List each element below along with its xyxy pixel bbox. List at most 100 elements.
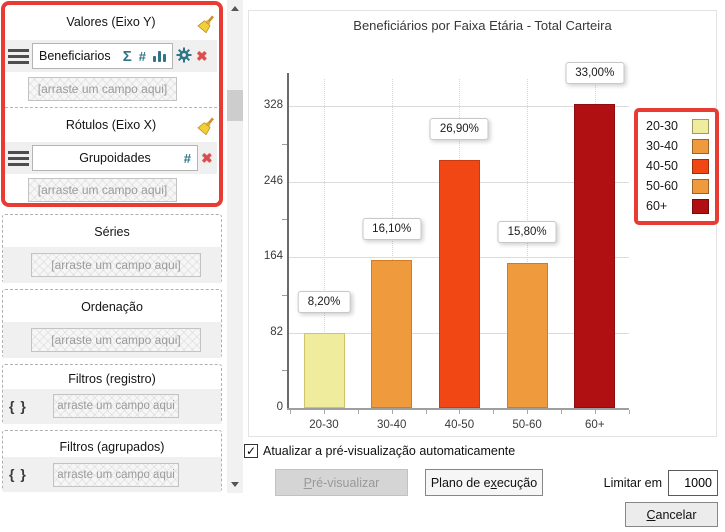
y-minor-tick: [282, 294, 287, 296]
filtros-registro-row: { } arraste um campo aqui: [3, 389, 221, 424]
annotation-highlight-box: Valores (Eixo Y) Beneficiarios Σ #: [1, 1, 223, 207]
clear-broom-icon[interactable]: [197, 13, 217, 33]
cancel-button[interactable]: Cancelar: [625, 502, 718, 527]
y-tick-label: 164: [263, 250, 283, 262]
auto-update-checkbox[interactable]: ✓: [244, 444, 258, 458]
chart-legend: 20-30 30-40 40-50 50-60 60+: [634, 108, 719, 225]
sidebar-scrollbar[interactable]: [227, 0, 243, 493]
legend-label: 40-50: [646, 159, 678, 173]
data-label: 16,10%: [362, 217, 422, 240]
auto-update-label: Atualizar a pré-visualização automaticam…: [263, 444, 516, 458]
preview-button[interactable]: Pré-visualizar: [275, 469, 408, 496]
section-filtros-registro: Filtros (registro) { } arraste um campo …: [2, 364, 222, 424]
section-title-ordenacao: Ordenação: [81, 300, 143, 314]
bar-chart-icon[interactable]: [153, 50, 166, 62]
value-field-label: Beneficiarios: [39, 49, 111, 63]
section-filtros-agrupados: Filtros (agrupados) { } arraste um campo…: [2, 430, 222, 492]
x-tick: [324, 410, 325, 414]
y-minor-tick: [282, 370, 287, 372]
x-tick: [459, 410, 461, 414]
numeric-hash-icon[interactable]: #: [138, 48, 146, 64]
bar: [303, 332, 345, 408]
section-title-rotulos: Rótulos (Eixo X): [65, 118, 157, 132]
y-minor-tick: [282, 219, 287, 221]
section-separator: [5, 107, 217, 108]
label-drop-zone[interactable]: [arraste um campo aqui]: [28, 178, 177, 202]
value-field-chip[interactable]: Beneficiarios Σ #: [32, 43, 173, 69]
braces-icon: { }: [9, 466, 27, 482]
vertical-guide: [527, 79, 529, 408]
clear-broom-icon[interactable]: [197, 115, 217, 135]
braces-icon: { }: [9, 398, 27, 414]
legend-swatch: [692, 178, 709, 194]
chart-preview-panel: Beneficiários por Faixa Etária - Total C…: [248, 10, 719, 437]
scroll-up-button[interactable]: [227, 0, 243, 17]
section-series: Séries [arraste um campo aqui]: [2, 214, 222, 283]
legend-swatch: [692, 198, 709, 214]
section-title-series: Séries: [94, 225, 130, 239]
scrollbar-thumb[interactable]: [227, 90, 243, 121]
label-field-label: Grupoidades: [79, 151, 151, 165]
data-label: 33,00%: [565, 62, 625, 85]
legend-label: 20-30: [646, 119, 678, 133]
drag-handle-icon[interactable]: [8, 151, 29, 166]
x-tick: [527, 410, 529, 414]
y-tick-label: 328: [263, 99, 283, 111]
x-tick: [628, 410, 630, 414]
filtros-agrupados-row: { } arraste um campo aqui: [3, 457, 221, 492]
value-drop-zone[interactable]: [arraste um campo aqui]: [28, 77, 177, 101]
settings-gear-icon[interactable]: [176, 47, 192, 63]
legend-label: 50-60: [646, 179, 678, 193]
series-drop-zone[interactable]: [arraste um campo aqui]: [31, 253, 201, 277]
field-sidebar: Valores (Eixo Y) Beneficiarios Σ #: [0, 0, 246, 532]
legend-swatch: [692, 138, 709, 154]
remove-field-icon[interactable]: ✖: [196, 48, 208, 64]
legend-item: 40-50: [646, 156, 709, 176]
bar: [506, 262, 548, 408]
scroll-down-button[interactable]: [227, 476, 243, 493]
arrow-down-icon: [231, 482, 239, 487]
legend-item: 50-60: [646, 176, 709, 196]
vertical-guide: [324, 79, 325, 408]
ordenacao-drop-zone[interactable]: [arraste um campo aqui]: [31, 328, 201, 352]
x-tick: [290, 410, 292, 414]
limit-label: Limitar em: [603, 476, 662, 490]
x-category-label: 40-50: [444, 419, 475, 431]
section-ordenacao: Ordenação [arraste um campo aqui]: [2, 289, 222, 358]
y-minor-tick: [282, 143, 287, 145]
data-label: 26,90%: [429, 118, 489, 141]
filtros-registro-drop-zone[interactable]: arraste um campo aqui: [53, 394, 179, 418]
y-gridline: [289, 106, 629, 107]
x-tick: [594, 410, 596, 414]
x-category-label: 20-30: [309, 419, 339, 431]
x-axis-line: [287, 408, 629, 410]
x-tick: [391, 410, 393, 414]
execution-plan-button[interactable]: Plano de execução: [425, 469, 543, 496]
x-tick: [425, 410, 427, 414]
vertical-guide: [391, 79, 393, 408]
y-tick-label: 82: [270, 325, 283, 338]
legend-item: 30-40: [646, 136, 709, 156]
numeric-hash-icon[interactable]: #: [183, 150, 191, 166]
y-tick-label: 246: [263, 174, 283, 187]
bar: [438, 160, 480, 408]
legend-label: 30-40: [646, 139, 678, 153]
y-tick-label: 0: [276, 401, 283, 413]
x-category-label: 50-60: [512, 419, 542, 431]
x-tick: [493, 410, 495, 414]
remove-field-icon[interactable]: ✖: [201, 150, 213, 166]
filtros-agrupados-drop-zone[interactable]: arraste um campo aqui: [53, 463, 179, 487]
x-tick: [357, 410, 359, 414]
limit-input[interactable]: [668, 470, 718, 496]
y-axis-line: [287, 73, 289, 410]
label-field-chip[interactable]: Grupoidades #: [32, 145, 198, 171]
drag-handle-icon[interactable]: [8, 49, 29, 64]
chart-title: Beneficiários por Faixa Etária - Total C…: [353, 18, 612, 33]
data-label: 15,80%: [497, 220, 557, 243]
section-title-valores: Valores (Eixo Y): [66, 15, 156, 29]
x-tick: [560, 410, 562, 414]
legend-label: 60+: [646, 199, 668, 213]
sum-sigma-icon[interactable]: Σ: [122, 47, 132, 65]
section-title-filtros-registro: Filtros (registro): [68, 372, 156, 386]
